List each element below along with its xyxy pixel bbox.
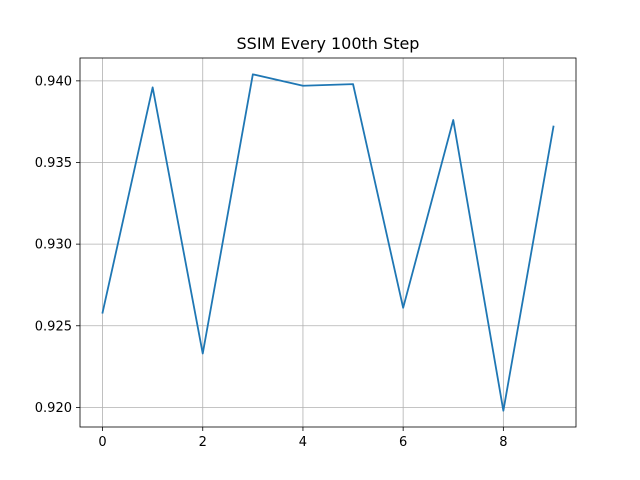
y-axis-ticks: 0.920 0.925 0.930 0.935 0.940	[35, 74, 80, 416]
y-tick-label: 0.940	[35, 74, 72, 89]
x-tick-label: 4	[299, 435, 307, 450]
y-tick-label: 0.925	[35, 319, 72, 334]
plot-area-frame	[79, 57, 577, 428]
y-tick-label: 0.930	[35, 238, 72, 253]
series-line	[101, 73, 555, 412]
x-tick-label: 8	[499, 435, 507, 450]
x-axis-ticks: 0 2 4 6 8	[98, 427, 507, 450]
chart-title: SSIM Every 100th Step	[237, 34, 420, 53]
x-tick-label: 2	[199, 435, 207, 450]
y-tick-label: 0.935	[35, 156, 72, 171]
y-tick-label: 0.920	[35, 401, 72, 416]
x-tick-label: 6	[399, 435, 407, 450]
series-layer	[101, 73, 555, 412]
x-tick-label: 0	[98, 435, 106, 450]
grid-lines	[80, 58, 576, 427]
